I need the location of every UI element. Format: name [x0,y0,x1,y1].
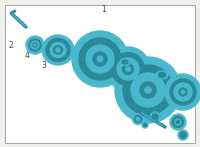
Circle shape [72,31,128,87]
Circle shape [136,117,140,121]
Ellipse shape [158,72,166,77]
Circle shape [134,116,142,122]
Circle shape [115,57,181,123]
Text: 3: 3 [42,61,46,70]
Circle shape [123,65,173,115]
Circle shape [29,39,41,51]
Circle shape [179,88,187,96]
Ellipse shape [50,42,66,57]
Circle shape [97,56,103,62]
Circle shape [172,117,184,127]
Circle shape [178,130,188,140]
Ellipse shape [156,71,168,79]
Circle shape [34,44,36,46]
Circle shape [33,43,37,47]
Ellipse shape [56,48,60,52]
Circle shape [175,119,181,125]
Circle shape [174,83,192,101]
Circle shape [86,45,114,73]
Circle shape [79,38,121,80]
Circle shape [140,82,156,98]
Circle shape [170,79,196,105]
FancyBboxPatch shape [5,5,195,143]
Text: 2: 2 [9,41,13,50]
Circle shape [170,114,186,130]
Circle shape [145,87,151,93]
Ellipse shape [46,39,70,61]
Ellipse shape [105,51,123,63]
Ellipse shape [54,46,63,54]
Circle shape [31,41,39,49]
Circle shape [126,67,130,71]
Circle shape [144,123,146,127]
Circle shape [117,58,139,80]
Circle shape [93,52,107,66]
Ellipse shape [42,35,74,65]
Circle shape [131,73,165,107]
Circle shape [122,64,134,75]
Circle shape [152,114,158,120]
Circle shape [132,113,144,125]
Circle shape [150,112,160,122]
Circle shape [177,121,180,123]
Circle shape [142,122,148,128]
Text: 4: 4 [25,51,29,60]
Circle shape [26,36,44,54]
Circle shape [165,74,200,110]
Circle shape [112,52,144,86]
Ellipse shape [122,60,128,64]
Circle shape [180,132,186,138]
Ellipse shape [120,59,130,66]
Circle shape [106,47,150,91]
Text: 1: 1 [102,5,106,14]
Circle shape [181,90,185,94]
